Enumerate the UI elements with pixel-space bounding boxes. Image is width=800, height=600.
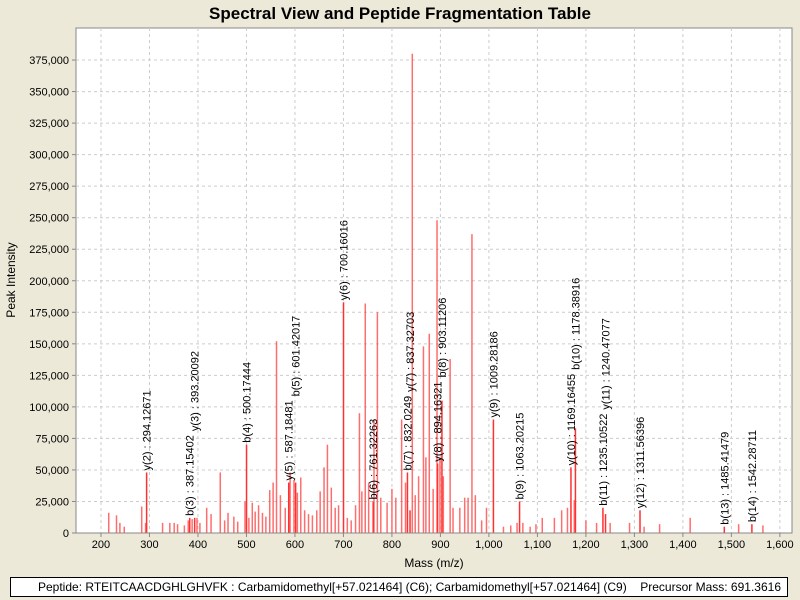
x-tick-label: 1,400	[669, 539, 697, 551]
y-tick-label: 150,000	[29, 339, 69, 351]
y-tick-label: 50,000	[35, 465, 69, 477]
spectrum-chart: Spectral View and Peptide Fragmentation …	[4, 4, 794, 570]
x-tick-label: 1,100	[524, 539, 552, 551]
y-axis-label: Peak Intensity	[4, 242, 18, 317]
gridlines	[76, 28, 792, 533]
fragment-label: b(6) : 761.32263	[368, 419, 380, 500]
fragment-label: y(7) : 837.32703	[405, 312, 417, 392]
peak-bars	[107, 53, 764, 533]
y-tick-label: 0	[63, 528, 69, 540]
fragment-label: y(10) : 1169.16455	[566, 374, 578, 466]
x-tick-label: 200	[92, 539, 110, 551]
fragment-label: b(3) : 387.15402	[185, 435, 197, 516]
x-tick-label: 300	[140, 539, 158, 551]
x-tick-label: 600	[286, 539, 304, 551]
y-tick-label: 375,000	[29, 55, 69, 67]
fragment-label: b(5) : 601.42017	[291, 316, 303, 397]
y-tick-label: 250,000	[29, 213, 69, 225]
axes: 200 300 400 500 600 700 800 900 1,000 1,100 1,200 1…	[29, 55, 793, 551]
y-tick-label: 25,000	[35, 496, 69, 508]
fragment-label: b(8) : 903.11206	[437, 298, 449, 378]
y-tick-label: 300,000	[29, 150, 69, 162]
peptide-info-bar: Peptide: RTEITCAACDGHLGHVFK : Carbamidom…	[10, 577, 788, 597]
fragment-label: b(4) : 500.17444	[242, 362, 254, 443]
y-tick-label: 350,000	[29, 87, 69, 99]
x-tick-label: 1,500	[718, 539, 746, 551]
fragment-label: y(6) : 700.16016	[339, 220, 351, 300]
fragment-label: b(13) : 1485.41479	[719, 432, 731, 525]
fragment-label: b(11) : 1235.10522	[598, 414, 610, 506]
precursor-mass: Precursor Mass: 691.3616	[640, 580, 781, 594]
fragment-label: y(2) : 294.12671	[142, 390, 154, 470]
fragment-label: y(5) : 587.18481	[284, 400, 296, 480]
y-tick-label: 175,000	[29, 307, 69, 319]
x-tick-label: 700	[334, 539, 352, 551]
x-tick-label: 1,600	[766, 539, 794, 551]
y-tick-label: 225,000	[29, 244, 69, 256]
y-tick-label: 125,000	[29, 370, 69, 382]
fragment-label: y(8) : 894.16321	[433, 382, 445, 462]
x-tick-label: 1,300	[621, 539, 649, 551]
x-tick-label: 900	[431, 539, 449, 551]
y-tick-label: 200,000	[29, 276, 69, 288]
x-tick-label: 1,000	[475, 539, 503, 551]
chart-title: Spectral View and Peptide Fragmentation …	[209, 4, 591, 23]
fragment-label: y(9) : 1009.28186	[488, 331, 500, 417]
fragment-label: b(14) : 1542.28711	[747, 430, 759, 522]
x-axis-label: Mass (m/z)	[404, 556, 463, 570]
fragment-label: b(7) : 832.0249	[402, 396, 414, 471]
x-tick-label: 800	[383, 539, 401, 551]
fragment-label: y(11) : 1240.47077	[601, 318, 613, 410]
fragment-label: y(3) : 393.20092	[190, 351, 202, 431]
y-tick-label: 275,000	[29, 181, 69, 193]
fragment-labels: y(2) : 294.12671 b(3) : 387.15402 y(3) : 3…	[142, 220, 759, 525]
x-tick-label: 500	[237, 539, 255, 551]
peptide-sequence: Peptide: RTEITCAACDGHLGHVFK : Carbamidom…	[38, 580, 627, 594]
y-tick-label: 325,000	[29, 118, 69, 130]
fragment-label: b(9) : 1063.20215	[515, 413, 527, 500]
y-tick-label: 100,000	[29, 402, 69, 414]
x-tick-label: 400	[189, 539, 207, 551]
fragment-label: b(10) : 1178.38916	[570, 278, 582, 370]
fragment-label: y(12) : 1311.56396	[635, 417, 647, 509]
x-tick-label: 1,200	[572, 539, 600, 551]
y-tick-label: 75,000	[35, 433, 69, 445]
